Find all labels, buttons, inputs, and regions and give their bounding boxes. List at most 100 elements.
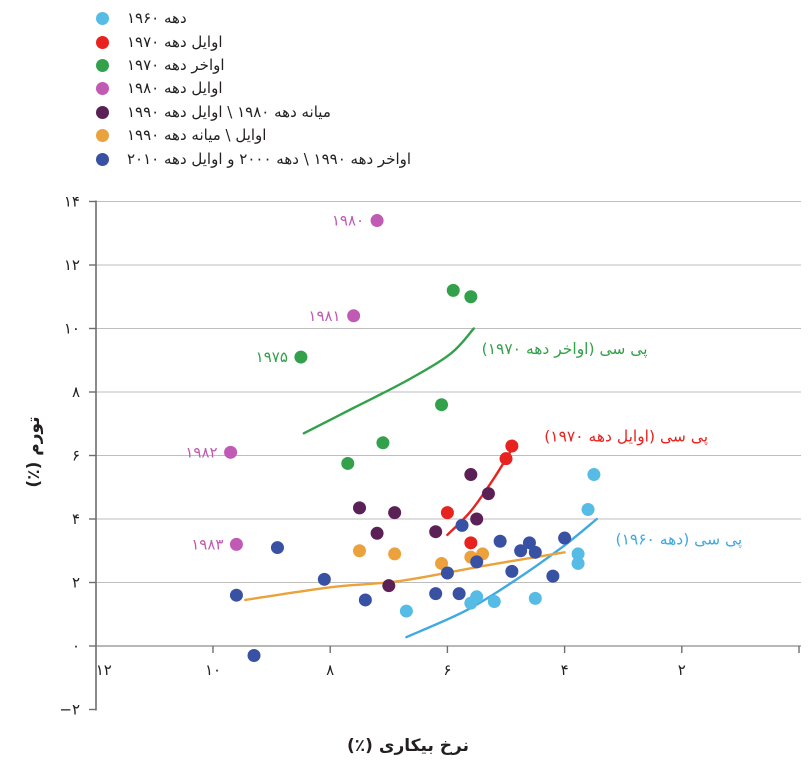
series-early-1970s — [440, 439, 519, 550]
curve-labels: پی سی (دهه ۱۹۶۰) پی سی (اوایل دهه ۱۹۷۰) پی… — [482, 340, 743, 550]
y-tick-label: ۶ — [72, 447, 80, 465]
legend-dot-icon — [96, 35, 109, 49]
y-tick-label: −۲ — [59, 701, 80, 719]
series-late1990s-2000s-early2010s — [229, 518, 572, 663]
x-tick-label: ۶ — [443, 661, 451, 679]
legend-item-early-1980s: اوایل دهه ۱۹۸۰ — [96, 77, 411, 100]
chart-legend: دهه ۱۹۶۰ اوایل دهه ۱۹۷۰ اواخر دهه ۱۹۷۰ اوای… — [96, 7, 411, 171]
point-late1990s-2000s-early2010s — [452, 587, 466, 601]
point-decade-1960s — [587, 468, 601, 482]
series-late-1970s — [294, 283, 478, 470]
annotation-۱۹۸۳: ۱۹۸۳ — [191, 535, 223, 553]
point-early-mid-1990s — [353, 544, 366, 558]
x-axis-title: نرخ بیکاری (٪) — [347, 736, 469, 756]
point-decade-1960s — [571, 556, 585, 570]
y-axis-title: تورم (٪) — [24, 416, 44, 488]
legend-label: اوایل دهه ۱۹۸۰ — [127, 79, 223, 98]
data-points — [224, 214, 601, 663]
tick-labels: ۱۴ ۱۲ ۱۰ ۸ ۶ ۴ ۲ ۰ −۲ ۱۲ ۱۰ ۸ ۶ ۴ ۲ — [59, 193, 685, 719]
legend-dot-icon — [96, 82, 109, 96]
point-mid1980s-early1990s — [464, 468, 478, 482]
y-tick-label: ۱۲ — [64, 256, 80, 274]
year-annotations: ۱۹۸۰ ۱۹۸۱ ۱۹۷۵ ۱۹۸۲ ۱۹۸۳ — [185, 212, 364, 554]
legend-item-mid1980s-early1990s: میانه دهه ۱۹۸۰ \ اوایل دهه ۱۹۹۰ — [96, 101, 411, 124]
point-late1990s-2000s-early2010s — [229, 588, 243, 602]
annotation-۱۹۸۱: ۱۹۸۱ — [308, 307, 340, 325]
y-tick-label: ۸ — [72, 383, 80, 401]
point-early-mid-1990s — [435, 556, 449, 570]
curve-label-pc-early-1970s: پی سی (اوایل دهه ۱۹۷۰) — [544, 427, 708, 446]
point-late1990s-2000s-early2010s — [455, 518, 469, 532]
legend-item-late1990s-2000s-early2010s: اواخر دهه ۱۹۹۰ \ دهه ۲۰۰۰ و اوایل دهه ۲۰… — [96, 147, 411, 170]
series-mid1980s-early1990s — [353, 468, 495, 593]
y-tick-label: ۱۴ — [64, 193, 80, 211]
legend-label: اواخر دهه ۱۹۷۰ — [127, 55, 225, 74]
point-mid1980s-early1990s — [382, 579, 396, 593]
point-late1990s-2000s-early2010s — [514, 544, 528, 558]
point-mid1980s-early1990s — [481, 487, 495, 501]
point-decade-1960s — [528, 591, 542, 605]
x-tick-label: ۱۲ — [96, 661, 112, 679]
point-decade-1960s — [581, 502, 595, 516]
x-tick-label: ۱۰ — [205, 661, 221, 679]
point-early-1980s — [229, 537, 243, 551]
y-tick-label: ۱۰ — [64, 320, 80, 338]
curve-label-pc-1960s: پی سی (دهه ۱۹۶۰) — [616, 531, 743, 550]
point-early-1970s — [499, 452, 513, 466]
point-late-1970s — [294, 350, 308, 364]
legend-label: اوایل \ میانه دهه ۱۹۹۰ — [127, 126, 267, 145]
point-decade-1960s — [464, 596, 478, 610]
point-late1990s-2000s-early2010s — [505, 564, 519, 578]
legend-dot-icon — [96, 152, 109, 166]
legend-label: اواخر دهه ۱۹۹۰ \ دهه ۲۰۰۰ و اوایل دهه ۲۰… — [127, 149, 412, 168]
point-decade-1960s — [487, 595, 501, 609]
point-early-1980s — [224, 445, 238, 459]
point-mid1980s-early1990s — [470, 512, 484, 526]
legend-item-early-mid-1990s: اوایل \ میانه دهه ۱۹۹۰ — [96, 124, 411, 147]
point-mid1980s-early1990s — [353, 501, 366, 515]
point-late1990s-2000s-early2010s — [546, 569, 560, 583]
phillips-curves — [244, 327, 599, 639]
x-tick-label: ۸ — [326, 661, 334, 679]
annotation-۱۹۸۲: ۱۹۸۲ — [185, 443, 217, 461]
point-early-1980s — [347, 309, 361, 323]
point-early-1970s — [505, 439, 519, 453]
legend-dot-icon — [96, 58, 109, 72]
point-decade-1960s — [571, 547, 585, 561]
curve-pc-1960s — [405, 517, 599, 639]
point-late1990s-2000s-early2010s — [522, 536, 536, 550]
point-late-1970s — [435, 398, 449, 412]
legend-item-late-1970s: اواخر دهه ۱۹۷۰ — [96, 54, 411, 77]
point-late1990s-2000s-early2010s — [558, 531, 572, 545]
point-mid1980s-early1990s — [429, 525, 443, 539]
point-late-1970s — [341, 456, 355, 470]
curve-label-pc-late-1970s: پی سی (اواخر دهه ۱۹۷۰) — [482, 340, 648, 359]
point-early-1970s — [440, 506, 454, 520]
curve-pc-late-1970s — [302, 327, 475, 435]
point-late1990s-2000s-early2010s — [493, 534, 507, 548]
point-late1990s-2000s-early2010s — [429, 587, 443, 601]
legend-label: دهه ۱۹۶۰ — [127, 9, 187, 28]
x-tick-label: ۲ — [678, 661, 686, 679]
point-late-1970s — [446, 283, 460, 297]
point-late1990s-2000s-early2010s — [247, 649, 261, 663]
y-tick-label: ۰ — [72, 637, 80, 655]
y-tick-label: ۲ — [72, 574, 80, 592]
legend-item-decade-1960s: دهه ۱۹۶۰ — [96, 7, 411, 30]
x-tick-label: ۴ — [561, 661, 569, 679]
point-mid1980s-early1990s — [388, 506, 402, 520]
point-late1990s-2000s-early2010s — [440, 566, 454, 580]
legend-item-early-1970s: اوایل دهه ۱۹۷۰ — [96, 30, 411, 53]
point-early-1980s — [370, 214, 384, 228]
series-decade-1960s — [399, 468, 601, 618]
curve-pc-1990s-trend — [244, 551, 566, 602]
point-late-1970s — [464, 290, 478, 304]
gridlines — [96, 200, 801, 584]
legend-dot-icon — [96, 12, 109, 26]
annotation-۱۹۷۵: ۱۹۷۵ — [256, 348, 288, 366]
point-decade-1960s — [399, 604, 413, 618]
point-late1990s-2000s-early2010s — [317, 572, 331, 586]
point-late1990s-2000s-early2010s — [358, 593, 372, 607]
